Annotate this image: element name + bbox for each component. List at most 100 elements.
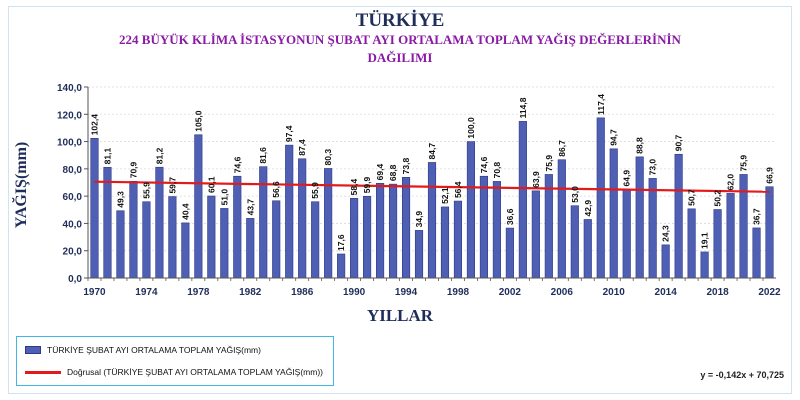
y-tick-label: 40,0 [63,219,83,230]
value-label-2012: 88,8 [635,137,645,154]
y-tick-label: 20,0 [63,247,83,258]
x-axis-label: YILLAR [366,306,434,325]
bar-2008 [583,219,592,279]
value-label-1971: 81,1 [102,148,112,165]
legend-trend-label: Doğrusal (TÜRKİYE ŞUBAT AYI ORTALAMA TOP… [67,367,324,377]
value-label-2019: 62,0 [726,174,736,191]
bar-2011 [622,189,631,279]
bar-2006 [557,159,566,279]
bar-1989 [337,253,346,279]
value-label-1984: 56,6 [271,181,281,198]
bar-1998 [453,200,463,279]
value-label-1988: 80,3 [323,149,333,166]
value-label-2017: 19,1 [700,232,710,249]
x-tick-label-2006: 2006 [551,287,574,298]
value-label-2018: 50,2 [713,190,723,207]
value-label-1991: 59,9 [362,176,372,193]
bar-1972 [116,210,125,279]
value-label-1975: 81,2 [154,147,164,164]
bar-1975 [155,166,164,279]
value-label-2020: 75,9 [739,155,749,172]
bar-1987 [311,201,320,279]
x-tick-label-1998: 1998 [447,287,470,298]
value-label-1995: 34,9 [414,211,424,228]
bar-2002 [505,227,514,279]
chart-subtitle-line2: DAĞILIMI [367,50,433,65]
value-label-1996: 84,7 [427,143,437,160]
legend-bars-label: TÜRKİYE ŞUBAT AYI ORTALAMA TOPLAM YAĞIŞ(… [47,345,261,355]
bar-2022 [765,186,774,279]
value-label-1994: 73,8 [401,157,411,174]
value-label-2014: 24,3 [661,225,671,242]
value-label-1998: 56,4 [453,181,463,198]
chart-title: TÜRKİYE [355,10,445,31]
bar-2000 [479,175,488,279]
bar-1980 [220,208,229,279]
y-tick-label: 80,0 [63,165,83,176]
value-label-1982: 43,7 [245,199,255,216]
value-label-1978: 105,0 [193,110,203,132]
value-label-1974: 55,9 [141,182,151,199]
value-label-1997: 52,1 [440,187,450,204]
bar-1970 [90,137,99,279]
value-label-2013: 73,0 [648,159,658,176]
chart-legend: TÜRKİYE ŞUBAT AYI ORTALAMA TOPLAM YAĞIŞ(… [16,336,334,386]
x-tick-label-1974: 1974 [135,287,158,298]
y-axis-label: YAĞIŞ(mm) [13,141,30,229]
bar-2007 [570,205,579,279]
value-label-2000: 74,6 [479,156,489,173]
legend-item-bars: TÜRKİYE ŞUBAT AYI ORTALAMA TOPLAM YAĞIŞ(… [25,345,261,355]
value-label-2009: 117,4 [596,94,606,115]
value-label-2016: 50,7 [687,189,697,206]
bar-1995 [414,230,424,279]
bar-1973 [129,180,138,279]
value-label-2003: 114,8 [518,97,528,118]
x-tick-label-1970: 1970 [83,287,106,298]
bar-1993 [388,183,398,279]
value-label-2010: 94,7 [609,129,619,146]
bar-2010 [609,148,618,279]
bar-2021 [752,227,761,279]
bar-2012 [635,156,644,279]
bar-1992 [376,183,385,279]
bar-2005 [544,174,553,279]
legend-bar-swatch [25,346,41,354]
bar-2020 [739,174,748,279]
y-tick-label: 140,0 [57,83,82,94]
bar-1996 [427,162,437,279]
value-label-2006: 86,7 [557,140,567,157]
value-label-1999: 100,0 [466,117,476,139]
value-label-1981: 74,6 [232,156,242,173]
bar-2019 [726,193,735,279]
bar-1994 [401,177,411,279]
legend-item-trend: Doğrusal (TÜRKİYE ŞUBAT AYI ORTALAMA TOP… [25,367,323,377]
bar-1977 [181,222,190,279]
trend-equation: y = -0,142x + 70,725 [700,370,784,380]
trendline [94,180,770,193]
x-tick-label-1986: 1986 [291,287,314,298]
bar-2015 [674,153,683,279]
value-label-2015: 90,7 [674,134,684,151]
y-tick-label: 120,0 [57,110,82,121]
value-label-1977: 40,4 [180,203,190,220]
bar-2009 [596,117,605,279]
y-tick-label: 0,0 [68,274,82,285]
bar-1991 [363,195,372,279]
value-label-1989: 17,6 [336,234,346,251]
value-label-1972: 49,3 [115,191,125,208]
value-label-2011: 64,9 [622,170,632,187]
bar-1984 [272,200,281,279]
bar-1999 [466,141,476,279]
value-label-1976: 59,7 [167,177,177,194]
bar-2013 [648,178,657,279]
value-label-2007: 53,0 [570,186,580,203]
x-tick-label-2010: 2010 [603,287,626,298]
value-label-2021: 36,7 [752,208,762,225]
bar-2017 [700,251,709,279]
value-label-1973: 70,9 [128,161,138,178]
value-label-1985: 97,4 [284,125,294,142]
value-label-1983: 81,6 [258,147,268,164]
bar-2016 [687,208,696,279]
bar-2014 [661,244,670,279]
